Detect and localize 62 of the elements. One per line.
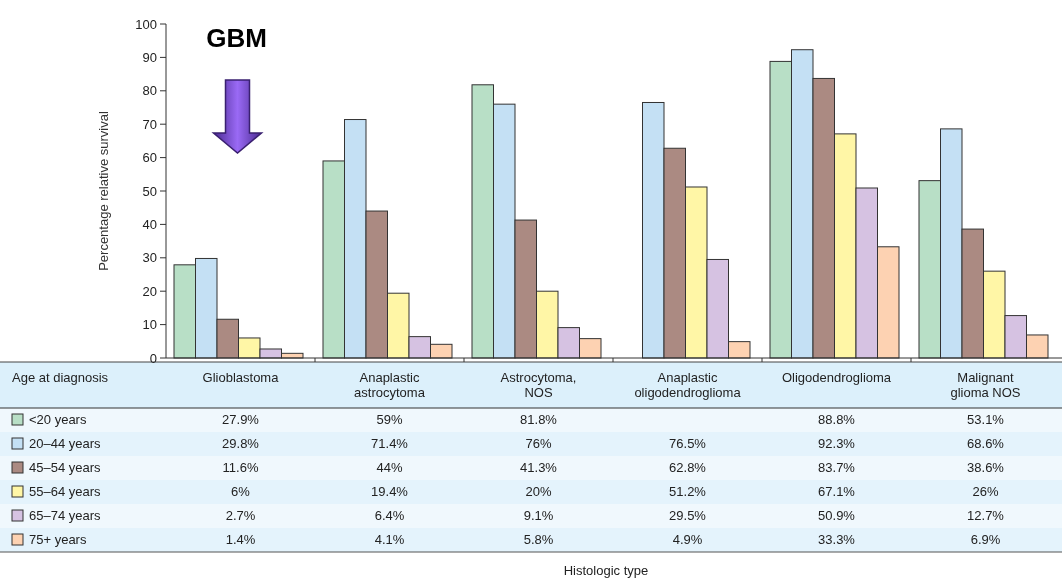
x-tick-label: Anaplastic astrocytoma <box>354 370 426 400</box>
data-label: 6.4% <box>374 508 405 523</box>
data-label: 29.5% <box>669 508 707 523</box>
data-label: 62.8% <box>669 460 707 475</box>
y-tick-label: 70 <box>142 116 157 132</box>
y-tick-label: 10 <box>142 317 157 333</box>
data-label: 1.4% <box>225 532 256 547</box>
data-label: 19.4% <box>371 484 409 499</box>
y-tick-label: 20 <box>142 283 157 299</box>
data-label: 51.2% <box>669 484 707 499</box>
data-label: 2.7% <box>225 508 256 523</box>
legend-label: 55–64 years <box>29 484 102 499</box>
data-label: 88.8% <box>818 412 856 427</box>
x-tick-label: Glioblastoma <box>202 370 280 385</box>
data-label: 38.6% <box>967 460 1005 475</box>
data-label: 50.9% <box>818 508 856 523</box>
data-label: 83.7% <box>818 460 856 475</box>
data-label: 11.6% <box>222 460 259 475</box>
legend-title: Age at diagnosis <box>12 370 109 385</box>
data-label: 20% <box>525 484 552 499</box>
legend-label: 75+ years <box>29 532 87 547</box>
y-axis-title: Percentage relative survival <box>96 111 111 271</box>
data-label: 27.9% <box>222 412 260 427</box>
x-tick-label: Oligodendroglioma <box>781 370 892 385</box>
legend-label: 20–44 years <box>29 436 102 451</box>
data-label: 5.8% <box>523 532 554 547</box>
y-tick-label: 40 <box>142 216 157 232</box>
data-label: 12.7% <box>967 508 1005 523</box>
data-label: 26% <box>972 484 999 499</box>
text: Histologic type <box>563 563 649 578</box>
data-label: 4.1% <box>374 532 405 547</box>
data-label: 81.8% <box>520 412 558 427</box>
y-tick-label: 0 <box>149 350 157 366</box>
data-label: 71.4% <box>371 436 409 451</box>
y-tick-label: 80 <box>142 83 157 99</box>
legend-label: <20 years <box>29 412 87 427</box>
data-label: 29.8% <box>222 436 260 451</box>
data-label: 59% <box>376 412 403 427</box>
data-label: 92.3% <box>818 436 856 451</box>
data-label: 4.9% <box>672 532 703 547</box>
annotation: GBM <box>206 23 267 53</box>
x-tick-label: Astrocytoma, NOS <box>500 370 577 400</box>
data-label: 67.1% <box>818 484 856 499</box>
y-tick-label: 100 <box>135 16 157 32</box>
legend-label: 45–54 years <box>29 460 102 475</box>
y-tick-label: 50 <box>142 183 157 199</box>
data-label: 76% <box>525 436 552 451</box>
data-label: 6% <box>231 484 251 499</box>
data-label: 41.3% <box>520 460 558 475</box>
data-label: 9.1% <box>523 508 554 523</box>
data-label: 6.9% <box>970 532 1001 547</box>
data-label: 33.3% <box>818 532 856 547</box>
legend-label: 65–74 years <box>29 508 102 523</box>
y-tick-label: 30 <box>142 250 157 266</box>
y-tick-label: 60 <box>142 150 157 166</box>
y-tick-label: 90 <box>142 49 157 65</box>
data-label: 68.6% <box>967 436 1005 451</box>
data-label: 76.5% <box>669 436 707 451</box>
data-label: 44% <box>376 460 403 475</box>
x-tick-label: Anaplastic oligodendroglioma <box>634 370 742 400</box>
x-tick-label: Malignant glioma NOS <box>950 370 1021 400</box>
data-label: 53.1% <box>967 412 1005 427</box>
